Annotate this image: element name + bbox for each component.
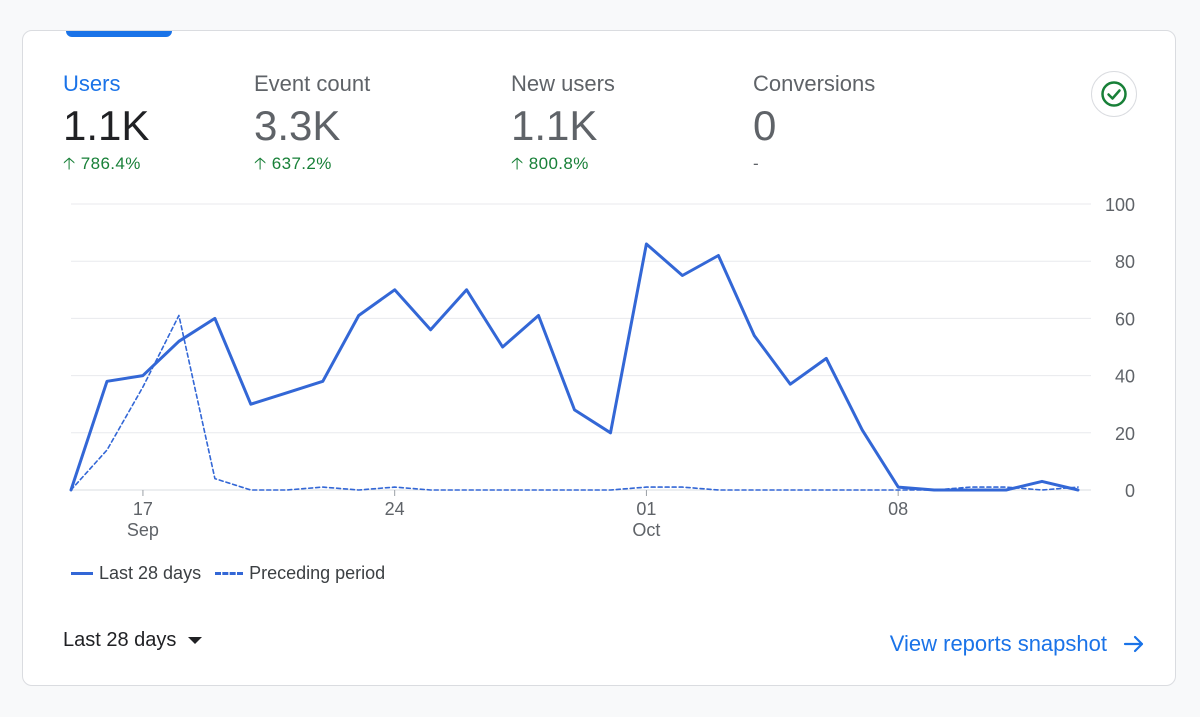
y-tick-label: 60 bbox=[1115, 309, 1135, 329]
x-tick-label: 24 bbox=[385, 499, 405, 519]
y-tick-label: 20 bbox=[1115, 424, 1135, 444]
caret-down-icon bbox=[188, 637, 203, 644]
check-circle-button[interactable] bbox=[1091, 71, 1137, 117]
metric-tab-event-count[interactable]: Event count 3.3K 🡡 637.2% bbox=[254, 71, 370, 175]
metric-change: 🡡 637.2% bbox=[254, 154, 332, 173]
series-line-last-28-days bbox=[69, 242, 1080, 492]
chart-legend: Last 28 days Preceding period bbox=[71, 563, 399, 584]
y-tick-label: 40 bbox=[1115, 367, 1135, 387]
dashed-line-swatch bbox=[215, 572, 244, 575]
metric-tab-users[interactable]: Users 1.1K 🡡 786.4% bbox=[63, 71, 149, 175]
metric-change: - bbox=[753, 154, 760, 173]
metric-tab-new-users[interactable]: New users 1.1K 🡡 800.8% bbox=[511, 71, 615, 175]
arrow-up-icon: 🡡 bbox=[63, 154, 76, 173]
legend-label: Preceding period bbox=[249, 563, 386, 583]
x-tick-month-label: Oct bbox=[632, 520, 660, 540]
legend-item-last-28-days: Last 28 days bbox=[71, 563, 201, 584]
legend-label: Last 28 days bbox=[99, 563, 202, 583]
view-link-label: View reports snapshot bbox=[889, 631, 1107, 656]
arrow-up-icon: 🡡 bbox=[511, 154, 524, 173]
metric-label: New users bbox=[511, 71, 615, 96]
x-tick-label: 17 bbox=[133, 499, 153, 519]
metric-change: 🡡 786.4% bbox=[63, 154, 141, 173]
view-reports-snapshot-link[interactable]: View reports snapshot bbox=[890, 631, 1145, 657]
metric-label: Conversions bbox=[753, 71, 876, 96]
date-range-label: Last 28 days bbox=[63, 629, 177, 651]
metric-change: 🡡 800.8% bbox=[511, 154, 589, 173]
solid-line-swatch bbox=[71, 572, 93, 575]
x-tick-label: 01 bbox=[636, 499, 656, 519]
check-circle-icon bbox=[1101, 81, 1127, 107]
overview-card: Users 1.1K 🡡 786.4% Event count 3.3K 🡡 6… bbox=[22, 30, 1176, 686]
arrow-up-icon: 🡡 bbox=[254, 154, 267, 173]
legend-item-preceding-period: Preceding period bbox=[215, 563, 385, 584]
x-tick-month-label: Sep bbox=[127, 520, 159, 540]
metric-label: Users bbox=[63, 71, 121, 96]
arrow-right-icon bbox=[1123, 634, 1145, 654]
y-tick-label: 0 bbox=[1125, 481, 1135, 501]
x-tick-label: 08 bbox=[888, 499, 908, 519]
metric-tab-conversions[interactable]: Conversions 0 - bbox=[753, 71, 875, 175]
y-tick-label: 80 bbox=[1115, 252, 1135, 272]
metric-value: 3.3K bbox=[254, 102, 341, 149]
date-range-dropdown[interactable]: Last 28 days bbox=[63, 629, 203, 652]
series-line-preceding-period bbox=[70, 314, 1079, 491]
active-tab-indicator bbox=[66, 31, 172, 37]
metric-value: 0 bbox=[753, 102, 777, 149]
metric-value: 1.1K bbox=[511, 102, 598, 149]
metric-label: Event count bbox=[254, 71, 371, 96]
metric-value: 1.1K bbox=[63, 102, 150, 149]
y-tick-label: 100 bbox=[1105, 195, 1135, 215]
